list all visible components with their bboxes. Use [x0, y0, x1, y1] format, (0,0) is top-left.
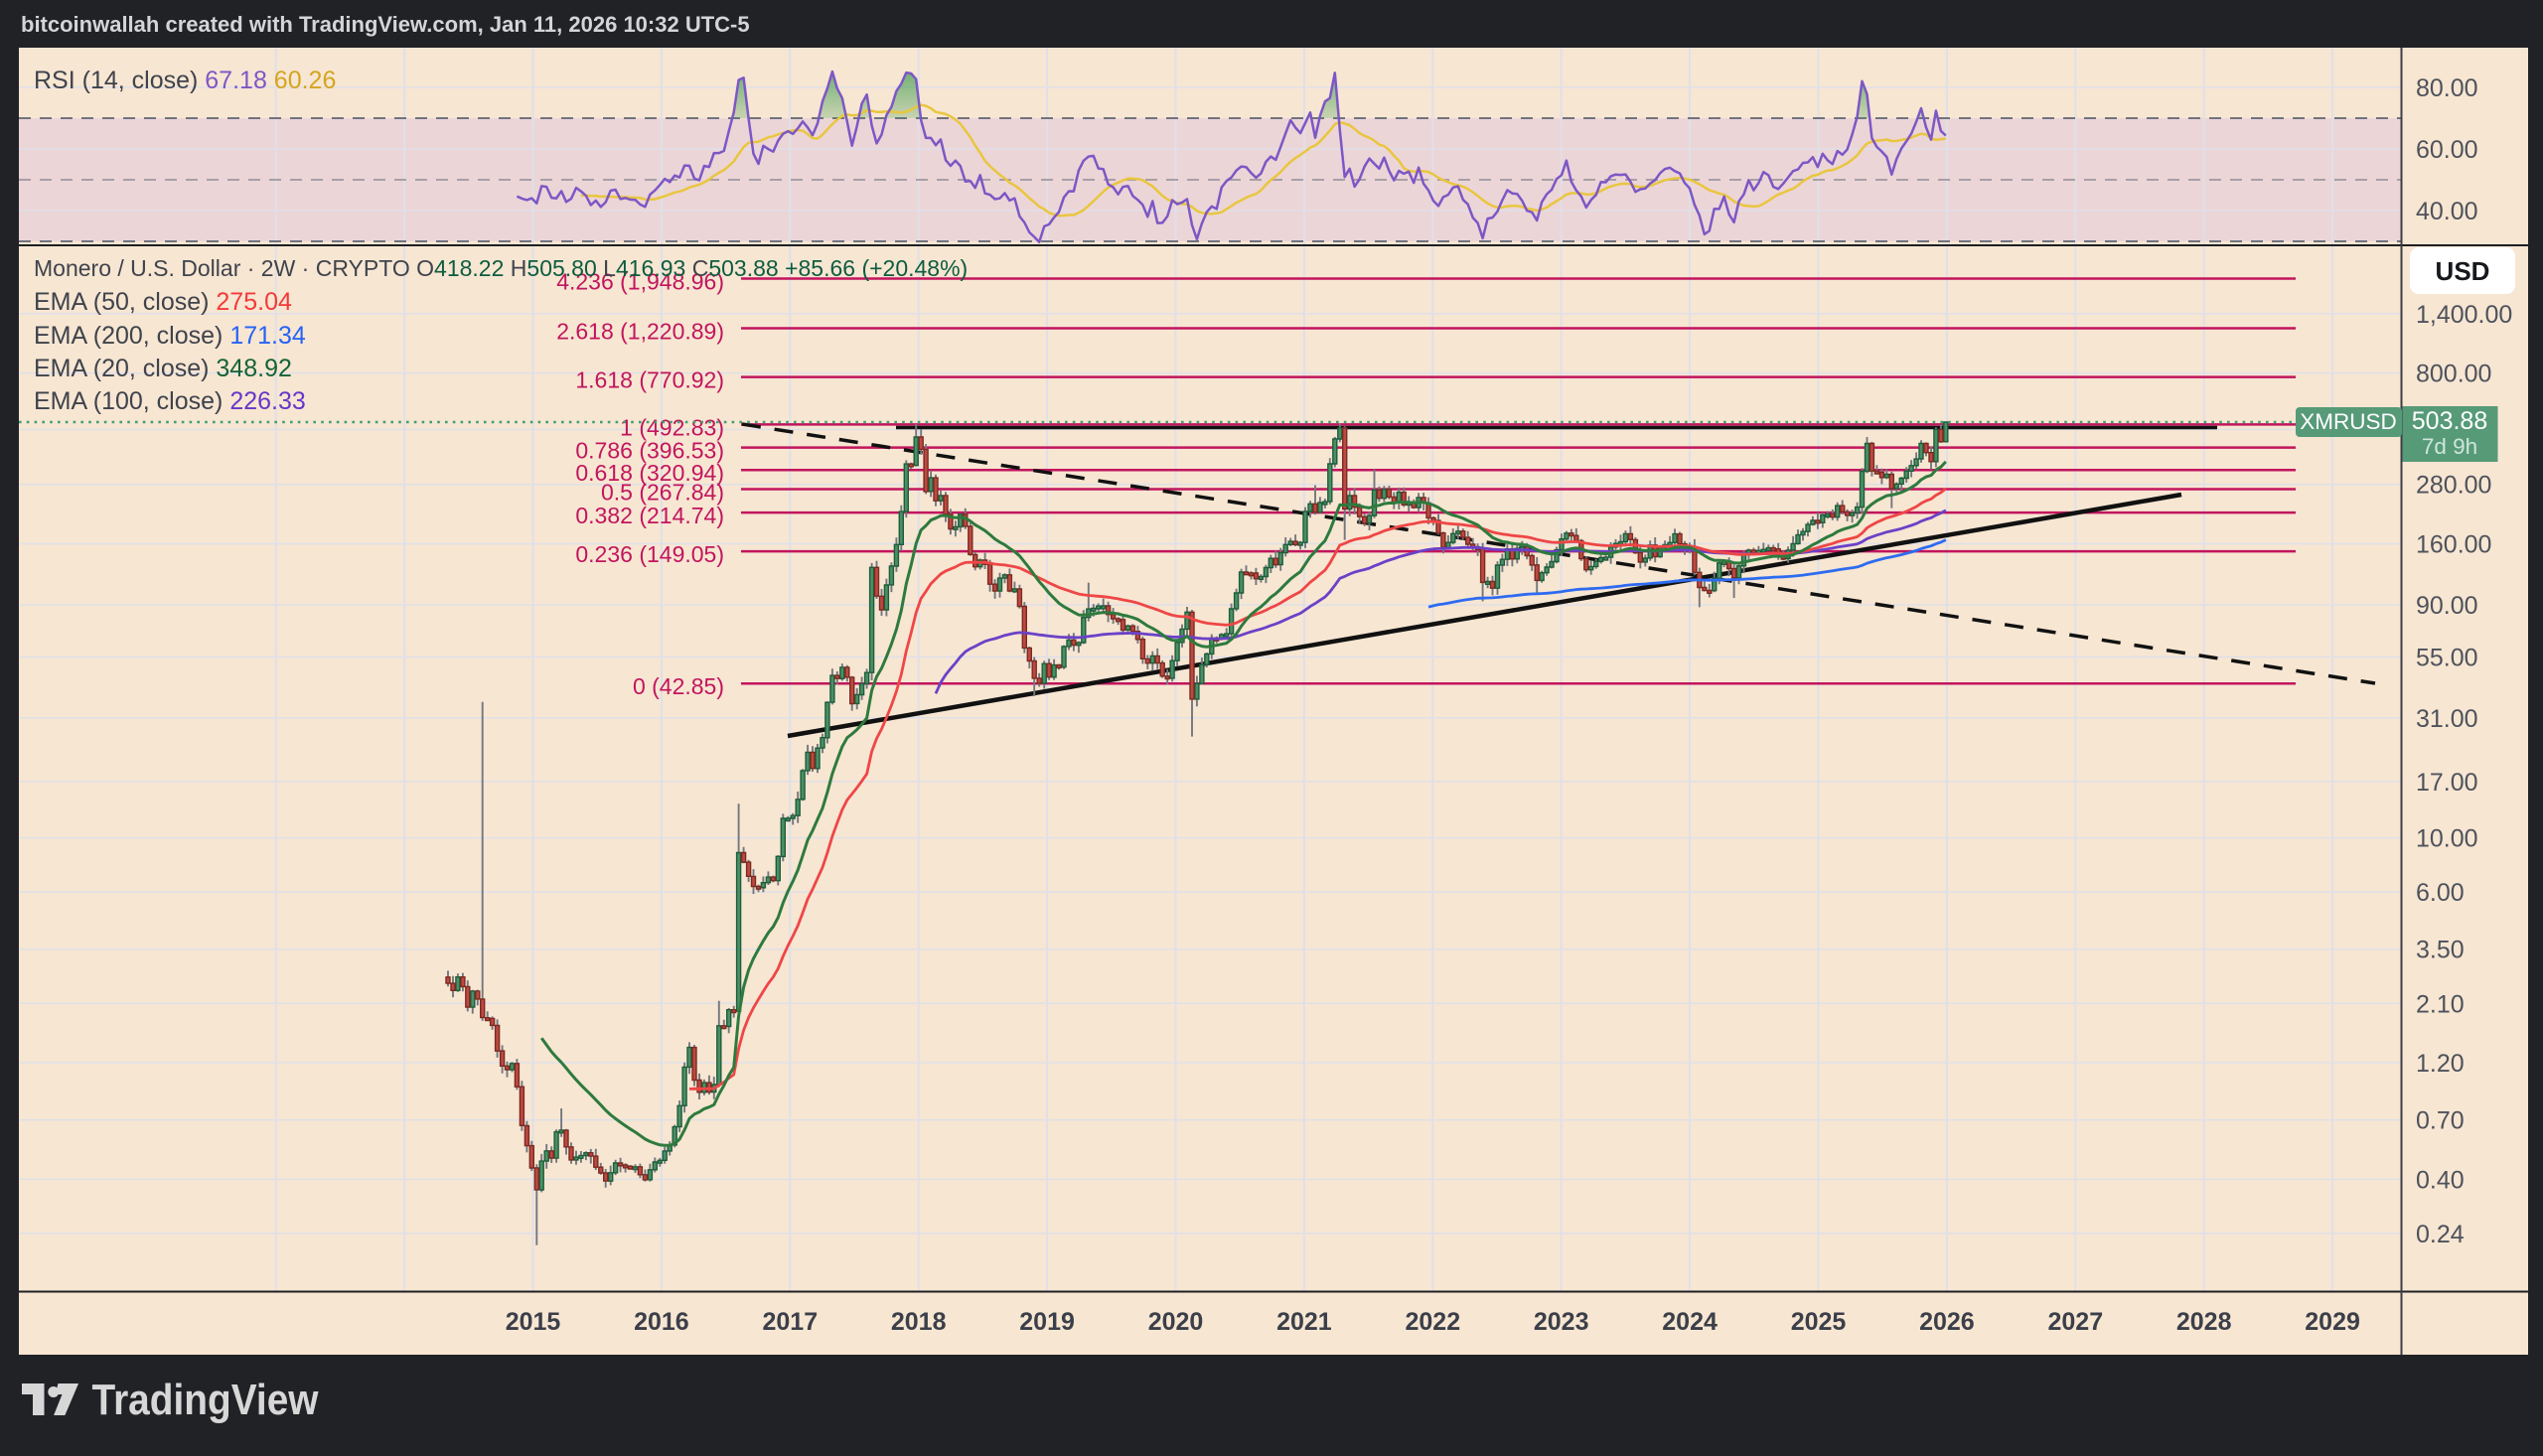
svg-text:1.20: 1.20 [2416, 1050, 2465, 1078]
svg-text:2028: 2028 [2176, 1308, 2232, 1336]
svg-text:90.00: 90.00 [2416, 592, 2478, 620]
svg-text:0.786 (396.53): 0.786 (396.53) [575, 438, 724, 464]
svg-text:2029: 2029 [2305, 1308, 2360, 1336]
svg-text:80.00: 80.00 [2416, 74, 2478, 102]
svg-text:XMRUSD: XMRUSD [2300, 409, 2397, 434]
svg-text:503.88: 503.88 [2412, 407, 2487, 435]
svg-text:2015: 2015 [506, 1308, 561, 1336]
svg-text:4.236 (1,948.96): 4.236 (1,948.96) [556, 269, 724, 295]
svg-text:2025: 2025 [1791, 1308, 1847, 1336]
svg-text:55.00: 55.00 [2416, 645, 2478, 672]
svg-text:0.70: 0.70 [2416, 1107, 2465, 1135]
svg-text:31.00: 31.00 [2416, 705, 2478, 733]
svg-text:2023: 2023 [1534, 1308, 1589, 1336]
svg-text:1 (492.83): 1 (492.83) [620, 414, 724, 440]
svg-text:0 (42.85): 0 (42.85) [633, 673, 724, 699]
svg-text:2026: 2026 [1919, 1308, 1975, 1336]
svg-text:2.10: 2.10 [2416, 990, 2465, 1018]
svg-text:USD: USD [2436, 256, 2490, 286]
svg-text:2018: 2018 [891, 1308, 947, 1336]
svg-text:2024: 2024 [1662, 1308, 1718, 1336]
svg-text:60.00: 60.00 [2416, 136, 2478, 164]
svg-text:0.236 (149.05): 0.236 (149.05) [575, 541, 724, 567]
svg-text:17.00: 17.00 [2416, 769, 2478, 797]
svg-text:2022: 2022 [1405, 1308, 1460, 1336]
svg-text:2016: 2016 [634, 1308, 689, 1336]
svg-text:1,400.00: 1,400.00 [2416, 301, 2512, 329]
svg-text:TradingView: TradingView [92, 1376, 320, 1424]
svg-text:10.00: 10.00 [2416, 825, 2478, 853]
svg-text:EMA (200, close) 171.34: EMA (200, close) 171.34 [34, 322, 306, 350]
svg-text:3.50: 3.50 [2416, 937, 2465, 964]
svg-text:2027: 2027 [2047, 1308, 2103, 1336]
svg-text:160.00: 160.00 [2416, 531, 2491, 559]
svg-text:EMA (50, close) 275.04: EMA (50, close) 275.04 [34, 288, 292, 316]
svg-text:7d 9h: 7d 9h [2422, 434, 2477, 459]
svg-text:0.5 (267.84): 0.5 (267.84) [601, 480, 724, 506]
svg-text:280.00: 280.00 [2416, 472, 2491, 500]
svg-text:Monero / U.S. Dollar · 2W · CR: Monero / U.S. Dollar · 2W · CRYPTO O418.… [34, 255, 968, 281]
svg-text:1.618 (770.92): 1.618 (770.92) [575, 367, 724, 393]
svg-text:2019: 2019 [1019, 1308, 1075, 1336]
svg-text:0.24: 0.24 [2416, 1221, 2465, 1248]
svg-text:2021: 2021 [1276, 1308, 1332, 1336]
svg-text:EMA (20, close) 348.92: EMA (20, close) 348.92 [34, 355, 292, 382]
svg-text:2.618 (1,220.89): 2.618 (1,220.89) [556, 319, 724, 345]
svg-text:EMA (100, close) 226.33: EMA (100, close) 226.33 [34, 387, 306, 415]
svg-text:0.382 (214.74): 0.382 (214.74) [575, 503, 724, 528]
svg-text:2017: 2017 [762, 1308, 818, 1336]
svg-text:800.00: 800.00 [2416, 361, 2491, 388]
svg-text:RSI (14, close) 67.18 60.26: RSI (14, close) 67.18 60.26 [34, 67, 336, 94]
svg-text:2020: 2020 [1148, 1308, 1204, 1336]
svg-text:0.40: 0.40 [2416, 1166, 2465, 1194]
svg-text:bitcoinwallah created with Tra: bitcoinwallah created with TradingView.c… [21, 12, 750, 37]
svg-text:6.00: 6.00 [2416, 879, 2465, 907]
svg-text:40.00: 40.00 [2416, 198, 2478, 225]
svg-text:0.618 (320.94): 0.618 (320.94) [575, 460, 724, 486]
